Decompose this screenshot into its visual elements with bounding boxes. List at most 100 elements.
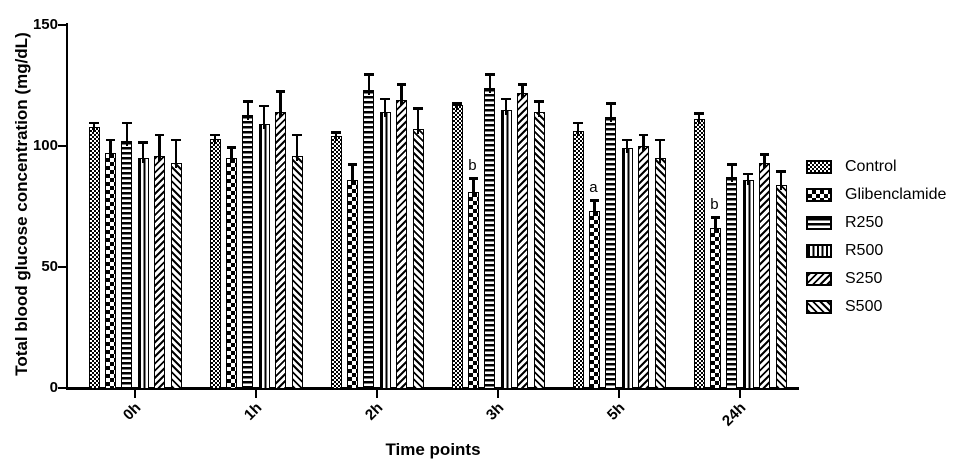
- y-axis-title: Total blood glucose concentration (mg/dL…: [12, 32, 31, 376]
- error-bar-glibenclamide-3h: [472, 178, 475, 197]
- error-bar-r500-3h: [505, 98, 508, 115]
- legend-item-glibenclamide: Glibenclamide: [806, 187, 946, 203]
- bar-r500-2h: [379, 112, 391, 389]
- bar-r250-24h: [726, 177, 738, 389]
- error-cap-r250-1h: [243, 100, 253, 103]
- bar-s500-1h: [291, 155, 303, 389]
- bar-r500-1h: [258, 124, 270, 389]
- error-cap-s500-3h: [534, 100, 544, 103]
- legend-item-s250: S250: [806, 270, 946, 287]
- bar-control-24h: [693, 119, 705, 389]
- error-bar-glibenclamide-1h: [230, 147, 233, 164]
- error-cap-r250-3h: [485, 73, 495, 76]
- y-tick-label-150: 150: [32, 16, 58, 33]
- legend-swatch-s500: [806, 300, 832, 314]
- error-cap-r500-0h: [138, 141, 148, 144]
- legend-swatch-control: [806, 160, 832, 174]
- error-bar-r250-1h: [246, 101, 249, 120]
- error-cap-s250-0h: [154, 133, 165, 137]
- y-tick-0: [58, 386, 66, 390]
- error-cap-glibenclamide-24h: [710, 216, 721, 219]
- bar-glibenclamide-2h: [346, 179, 358, 389]
- error-bar-control-1h: [213, 134, 217, 144]
- error-cap-r500-3h: [501, 97, 511, 101]
- bar-r500-0h: [137, 158, 149, 389]
- x-tick-1h: [254, 389, 258, 398]
- error-bar-s500-2h: [416, 108, 420, 135]
- error-bar-control-24h: [697, 113, 701, 125]
- bar-glibenclamide-1h: [225, 158, 237, 389]
- legend-swatch-r250: [806, 216, 832, 230]
- error-cap-glibenclamide-0h: [105, 138, 116, 142]
- error-bar-s250-24h: [763, 154, 766, 168]
- bar-s500-0h: [170, 162, 182, 389]
- error-bar-glibenclamide-24h: [714, 217, 717, 234]
- bar-glibenclamide-5h: [588, 211, 600, 389]
- legend-label-r500: R500: [845, 242, 884, 259]
- x-tick-3h: [496, 389, 500, 398]
- annotation-b-24h: b: [710, 196, 719, 214]
- legend-item-control: Control: [806, 158, 946, 175]
- bar-s250-5h: [638, 146, 650, 389]
- bar-r250-2h: [363, 90, 375, 389]
- error-cap-glibenclamide-2h: [347, 162, 358, 166]
- bar-s250-2h: [396, 100, 408, 389]
- error-cap-glibenclamide-5h: [589, 199, 600, 202]
- legend-label-s250: S250: [845, 270, 883, 287]
- error-bar-s250-1h: [279, 91, 282, 118]
- error-bar-r500-5h: [626, 139, 629, 154]
- error-cap-s250-1h: [275, 90, 286, 93]
- legend-label-control: Control: [845, 158, 897, 175]
- error-bar-r500-1h: [263, 105, 266, 130]
- error-cap-r250-2h: [364, 73, 374, 76]
- bar-r250-1h: [242, 114, 254, 389]
- bar-s250-24h: [759, 162, 771, 389]
- error-bar-s250-2h: [400, 84, 403, 106]
- error-bar-s500-0h: [174, 139, 178, 168]
- legend-label-s500: S500: [845, 298, 883, 315]
- error-cap-s500-1h: [292, 133, 302, 137]
- bar-r250-3h: [484, 87, 496, 389]
- error-cap-control-0h: [89, 121, 99, 125]
- error-cap-r500-1h: [259, 104, 269, 108]
- error-bar-s250-0h: [158, 134, 161, 161]
- error-bar-glibenclamide-2h: [351, 163, 354, 185]
- legend-swatch-glibenclamide: [806, 188, 832, 202]
- bar-control-2h: [330, 136, 342, 389]
- legend-item-r500: R500: [806, 242, 946, 259]
- error-cap-s250-5h: [638, 133, 649, 137]
- error-bar-s500-24h: [779, 171, 783, 190]
- annotation-b-3h: b: [468, 157, 477, 175]
- error-cap-s250-24h: [759, 153, 770, 156]
- error-bar-s250-3h: [521, 84, 524, 98]
- error-bar-r500-2h: [384, 98, 387, 118]
- error-bar-r250-3h: [488, 74, 491, 93]
- error-bar-glibenclamide-5h: [593, 200, 596, 217]
- error-bar-r250-5h: [609, 103, 612, 122]
- error-cap-control-2h: [331, 131, 341, 135]
- bar-s500-5h: [654, 158, 666, 389]
- annotation-a-5h: a: [589, 179, 598, 197]
- error-cap-r250-24h: [727, 162, 737, 166]
- error-cap-control-3h: [452, 102, 462, 106]
- x-tick-label-24h: 24h: [718, 399, 750, 430]
- error-cap-control-5h: [573, 121, 583, 125]
- bar-r250-0h: [121, 141, 133, 389]
- x-axis-title: Time points: [385, 440, 481, 459]
- bar-glibenclamide-0h: [104, 153, 116, 389]
- legend: Control Glibenclamide R250 R500 S250 S500: [806, 158, 946, 328]
- bar-control-5h: [572, 131, 584, 389]
- bar-s250-3h: [517, 92, 529, 389]
- error-cap-s250-3h: [517, 83, 528, 86]
- error-cap-glibenclamide-3h: [468, 177, 479, 181]
- error-bar-r500-0h: [142, 142, 145, 164]
- bar-s250-0h: [154, 155, 166, 389]
- y-tick-50: [58, 265, 66, 269]
- error-bar-s250-5h: [642, 134, 645, 151]
- error-cap-s500-2h: [413, 107, 423, 110]
- legend-item-s500: S500: [806, 298, 946, 315]
- error-cap-s250-2h: [396, 83, 407, 86]
- error-cap-r250-0h: [122, 121, 132, 125]
- bar-control-1h: [209, 138, 221, 389]
